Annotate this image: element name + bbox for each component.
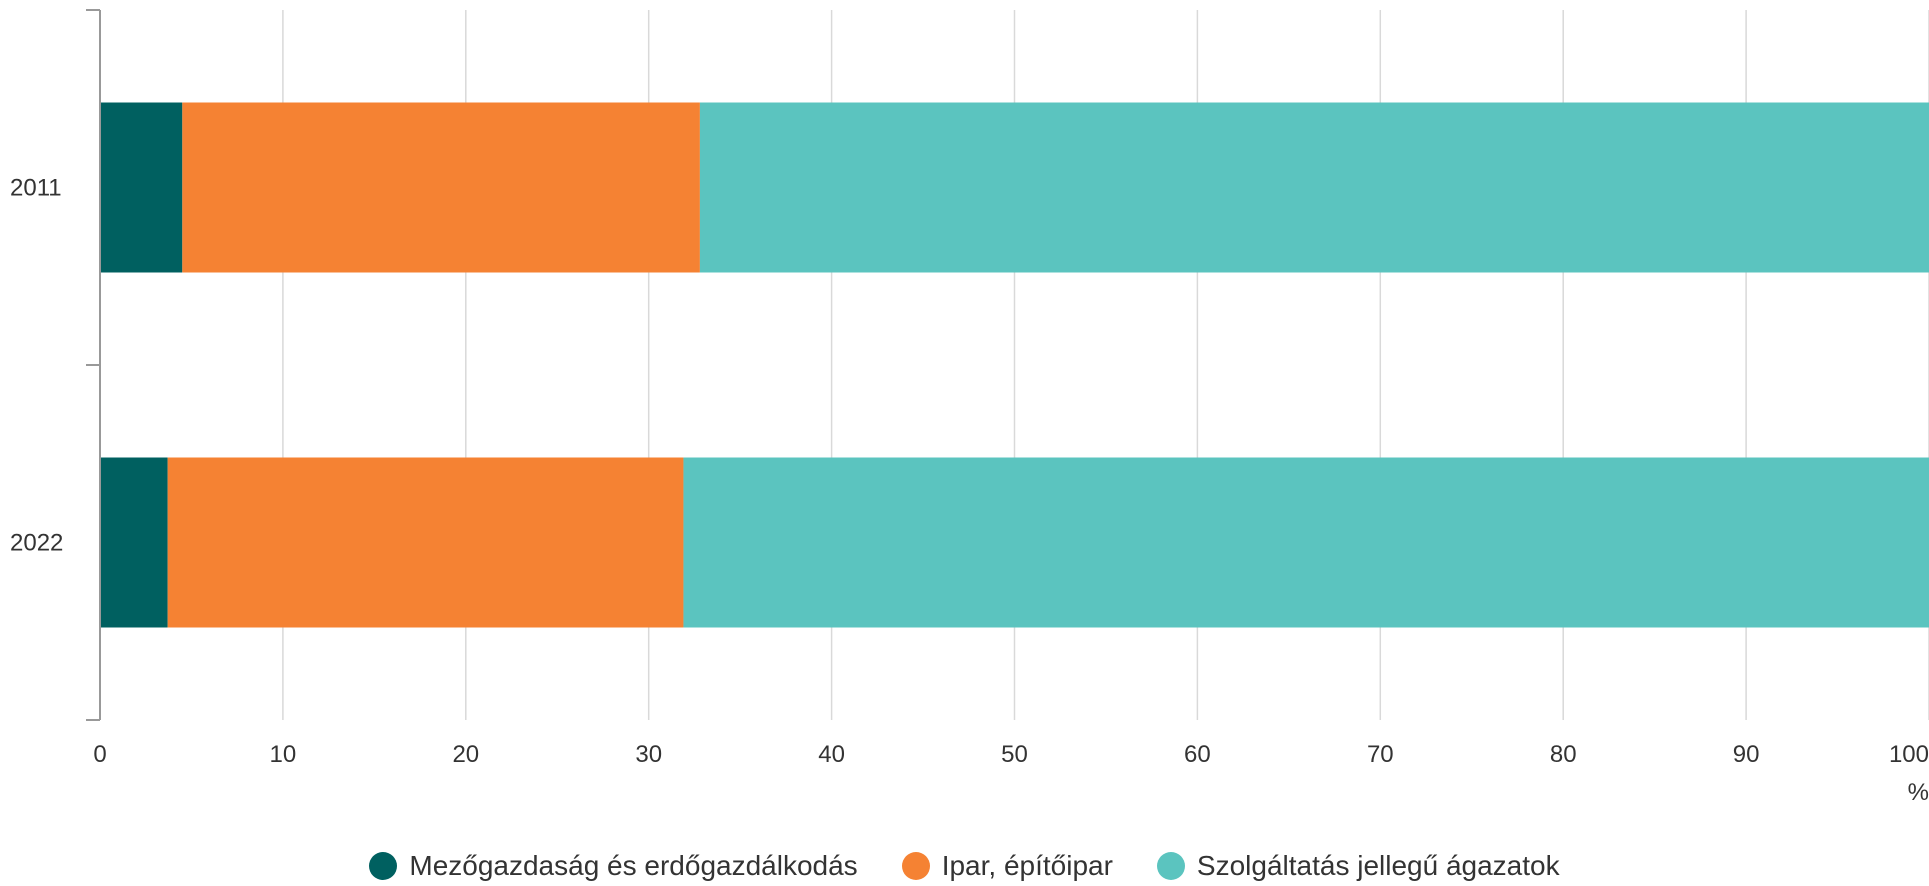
- stacked-bar-chart: 0 10 20 30 40 50 60 70 80 90 100% 2011 2022: [10, 9, 1929, 807]
- legend-swatch-services: [1156, 852, 1185, 880]
- x-unit-label: %: [1908, 779, 1929, 806]
- legend-item-agriculture[interactable]: Mezőgazdaság és erdőgazdálkodás: [369, 850, 858, 882]
- legend-item-services[interactable]: Szolgáltatás jellegű ágazatok: [1156, 850, 1560, 882]
- bar-segment: [100, 102, 183, 273]
- x-tick-label: 10: [270, 741, 297, 768]
- x-tick-label: 40: [818, 741, 845, 768]
- bar-segment: [683, 457, 1929, 628]
- bar-segment: [182, 102, 700, 273]
- bar-segment: [699, 102, 1929, 273]
- legend-item-industry[interactable]: Ipar, építőipar: [901, 850, 1113, 882]
- x-tick-label: 50: [1001, 741, 1028, 768]
- x-tick-label: 20: [452, 741, 479, 768]
- y-tick-label: 2022: [10, 530, 63, 557]
- legend-swatch-agriculture: [369, 852, 398, 880]
- x-tick-label: 80: [1550, 741, 1577, 768]
- bar-segment: [100, 457, 168, 628]
- legend-label: Szolgáltatás jellegű ágazatok: [1196, 850, 1560, 881]
- x-tick-label: 90: [1733, 741, 1760, 768]
- x-tick-label: 30: [635, 741, 662, 768]
- bars: [100, 102, 1929, 628]
- legend-label: Mezőgazdaság és erdőgazdálkodás: [409, 850, 858, 881]
- bar-segment: [167, 457, 684, 628]
- x-tick-label: 0: [93, 741, 106, 768]
- tick-labels: 0 10 20 30 40 50 60 70 80 90 100% 2011 2022: [10, 175, 1929, 807]
- y-tick-label: 2011: [10, 175, 62, 202]
- x-tick-label: 60: [1184, 741, 1211, 768]
- legend-swatch-industry: [901, 852, 930, 880]
- x-tick-label: 100: [1889, 741, 1929, 768]
- legend: Mezőgazdaság és erdőgazdálkodás Ipar, ép…: [0, 846, 1929, 886]
- legend-label: Ipar, építőipar: [941, 850, 1113, 881]
- axes: [86, 9, 101, 721]
- x-tick-label: 70: [1367, 741, 1394, 768]
